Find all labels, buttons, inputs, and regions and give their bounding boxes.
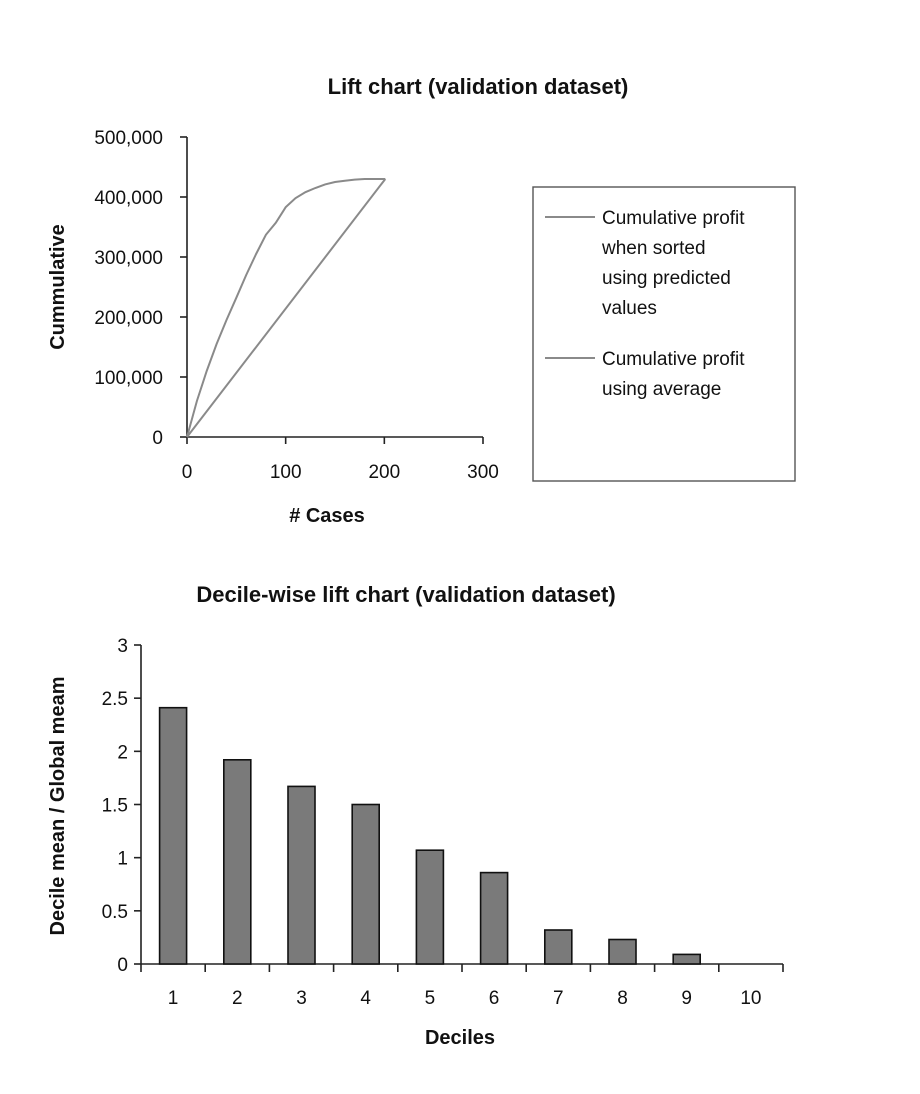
decile-chart-y-tick-label: 1.5 bbox=[102, 796, 128, 817]
lift-chart-y-tick-label: 200,000 bbox=[94, 308, 163, 329]
decile-bar-3 bbox=[287, 785, 316, 965]
decile-chart-y-axis-label: Decile mean / Global meam bbox=[47, 677, 69, 936]
decile-chart-x-tick-label: 10 bbox=[740, 988, 761, 1009]
lift-chart-y-tick-label: 400,000 bbox=[94, 188, 163, 209]
decile-bar-8 bbox=[608, 938, 637, 965]
decile-chart-x-tick-label: 6 bbox=[489, 988, 500, 1009]
decile-bar-1 bbox=[158, 706, 188, 965]
decile-chart-x-tick-label: 8 bbox=[617, 988, 628, 1009]
decile-chart-y-tick-label: 0 bbox=[117, 955, 128, 976]
decile-bar-6 bbox=[479, 871, 509, 965]
lift-chart-title: Lift chart (validation dataset) bbox=[328, 74, 629, 99]
lift-chart-y-tick-label: 0 bbox=[152, 428, 163, 449]
decile-chart-x-tick-label: 1 bbox=[168, 988, 179, 1009]
lift-chart-x-tick-label: 300 bbox=[467, 462, 499, 483]
decile-chart: Decile-wise lift chart (validation datas… bbox=[47, 582, 784, 1049]
decile-chart-y-tick-label: 3 bbox=[117, 636, 128, 657]
decile-bar-5 bbox=[415, 849, 445, 965]
lift-chart-axes bbox=[180, 136, 484, 444]
lift-chart-y-tick-label: 300,000 bbox=[94, 248, 163, 269]
decile-chart-x-tick-label: 7 bbox=[553, 988, 564, 1009]
lift-chart-legend: Cumulative profit when sorted using predic… bbox=[532, 186, 796, 482]
decile-chart-x-axis-label: Deciles bbox=[425, 1027, 495, 1049]
decile-chart-y-tick-label: 1 bbox=[117, 849, 128, 870]
decile-chart-y-tick-label: 0.5 bbox=[102, 902, 128, 923]
decile-bar-9 bbox=[672, 953, 702, 965]
decile-chart-bars bbox=[158, 706, 702, 965]
lift-chart-x-tick-label: 0 bbox=[182, 462, 193, 483]
lift-curve-average bbox=[186, 178, 387, 438]
lift-chart-y-tick-label: 500,000 bbox=[94, 128, 163, 149]
lift-chart-y-tick-label: 100,000 bbox=[94, 368, 163, 389]
decile-chart-x-tick-label: 4 bbox=[360, 988, 371, 1009]
lift-chart-x-axis-label: # Cases bbox=[289, 505, 365, 527]
lift-chart-x-tick-label: 200 bbox=[368, 462, 400, 483]
decile-chart-tick-labels: 0 0.5 1 1.5 2 2.5 3 1 2 3 4 5 6 7 8 9 10 bbox=[102, 636, 762, 1009]
decile-bar-2 bbox=[223, 758, 252, 965]
decile-chart-x-tick-label: 9 bbox=[681, 988, 692, 1009]
lift-chart-tick-labels: 0 100,000 200,000 300,000 400,000 500,000 0 100… bbox=[94, 128, 499, 483]
decile-chart-x-tick-label: 3 bbox=[296, 988, 307, 1009]
decile-chart-x-tick-label: 2 bbox=[232, 988, 243, 1009]
legend-label-average: using average bbox=[602, 379, 721, 400]
lift-curve-predicted bbox=[186, 178, 386, 438]
decile-bar-4 bbox=[351, 803, 381, 965]
legend-label-predicted: values bbox=[602, 298, 657, 319]
legend-label-average: Cumulative profit bbox=[602, 349, 745, 370]
decile-bar-7 bbox=[543, 929, 573, 965]
lift-chart-series bbox=[186, 178, 387, 438]
lift-chart: Lift chart (validation dataset) Cummulat… bbox=[47, 74, 796, 527]
decile-chart-title: Decile-wise lift chart (validation datas… bbox=[196, 582, 615, 607]
lift-chart-x-tick-label: 100 bbox=[270, 462, 302, 483]
decile-chart-y-tick-label: 2 bbox=[117, 742, 128, 763]
legend-box bbox=[532, 186, 796, 482]
legend-label-predicted: using predicted bbox=[602, 268, 731, 289]
legend-label-predicted: when sorted bbox=[601, 238, 706, 259]
decile-chart-x-tick-label: 5 bbox=[425, 988, 436, 1009]
decile-chart-y-tick-label: 2.5 bbox=[102, 689, 128, 710]
legend-label-predicted: Cumulative profit bbox=[602, 208, 745, 229]
lift-chart-y-axis-label: Cummulative bbox=[47, 224, 69, 350]
